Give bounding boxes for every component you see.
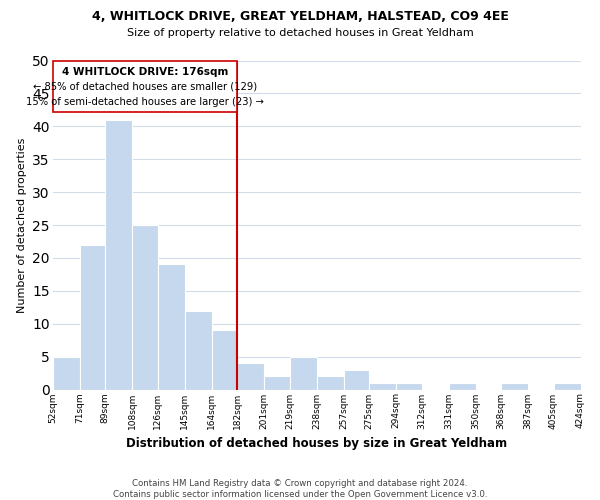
Text: 4 WHITLOCK DRIVE: 176sqm: 4 WHITLOCK DRIVE: 176sqm xyxy=(62,67,228,77)
Bar xyxy=(132,225,158,390)
Text: 15% of semi-detached houses are larger (23) →: 15% of semi-detached houses are larger (… xyxy=(26,96,264,106)
Bar xyxy=(369,383,396,390)
Bar xyxy=(396,383,422,390)
Bar xyxy=(290,356,317,390)
FancyBboxPatch shape xyxy=(53,60,237,112)
Bar xyxy=(237,363,264,390)
Bar xyxy=(344,370,369,390)
Bar xyxy=(185,310,212,390)
Bar xyxy=(80,244,105,390)
Bar xyxy=(158,264,185,390)
Text: Size of property relative to detached houses in Great Yeldham: Size of property relative to detached ho… xyxy=(127,28,473,38)
Bar xyxy=(105,120,132,390)
Bar xyxy=(449,383,476,390)
Bar xyxy=(554,383,581,390)
Text: Contains public sector information licensed under the Open Government Licence v3: Contains public sector information licen… xyxy=(113,490,487,499)
Text: Contains HM Land Registry data © Crown copyright and database right 2024.: Contains HM Land Registry data © Crown c… xyxy=(132,478,468,488)
Bar xyxy=(264,376,290,390)
X-axis label: Distribution of detached houses by size in Great Yeldham: Distribution of detached houses by size … xyxy=(126,437,507,450)
Y-axis label: Number of detached properties: Number of detached properties xyxy=(17,138,27,312)
Text: 4, WHITLOCK DRIVE, GREAT YELDHAM, HALSTEAD, CO9 4EE: 4, WHITLOCK DRIVE, GREAT YELDHAM, HALSTE… xyxy=(92,10,508,23)
Text: ← 85% of detached houses are smaller (129): ← 85% of detached houses are smaller (12… xyxy=(33,82,257,92)
Bar xyxy=(501,383,528,390)
Bar xyxy=(317,376,344,390)
Bar xyxy=(212,330,237,390)
Bar xyxy=(53,356,80,390)
